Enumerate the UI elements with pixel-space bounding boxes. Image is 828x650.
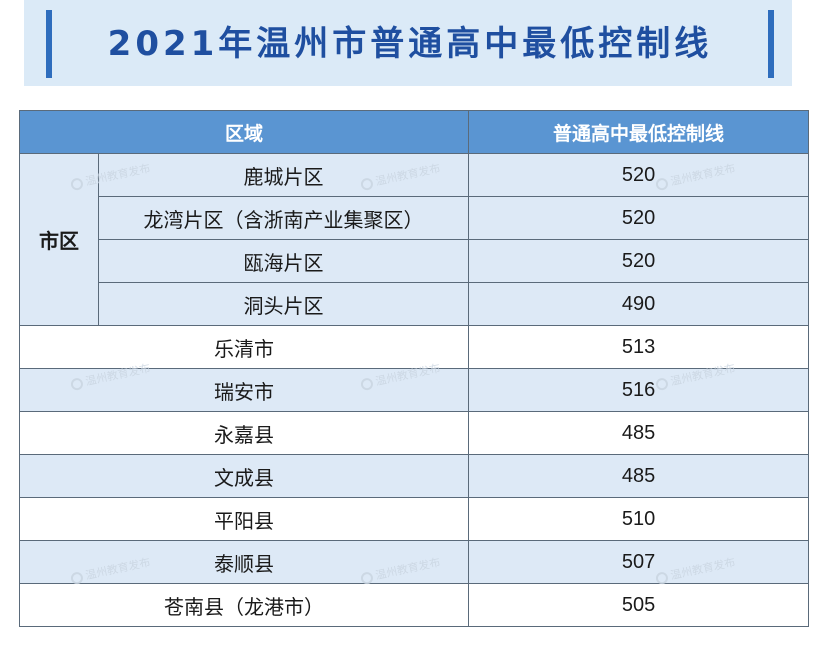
region-cell: 乐清市 bbox=[18, 325, 470, 369]
region-cell: 鹿城片区 bbox=[97, 153, 470, 197]
score-cell: 516 bbox=[468, 368, 810, 412]
table-row: 瓯海片区 520 bbox=[20, 239, 810, 283]
table-row: 龙湾片区（含浙南产业集聚区） 520 bbox=[20, 196, 810, 240]
score-cell: 513 bbox=[468, 325, 810, 369]
table-row: 永嘉县 485 bbox=[18, 411, 810, 455]
table-row: 苍南县（龙港市） 505 bbox=[18, 583, 810, 627]
table-row: 平阳县 510 bbox=[18, 497, 810, 541]
region-cell: 瓯海片区 bbox=[97, 239, 470, 283]
region-cell: 瑞安市 bbox=[18, 368, 470, 412]
page-title: 2021年温州市普通高中最低控制线 bbox=[107, 24, 713, 64]
table-row: 泰顺县 507 bbox=[18, 540, 810, 584]
banner-right-bar bbox=[768, 10, 774, 78]
score-cell: 507 bbox=[468, 540, 810, 584]
table-row: 文成县 485 bbox=[18, 454, 810, 498]
region-cell: 永嘉县 bbox=[18, 411, 470, 455]
group-label: 市区 bbox=[19, 153, 99, 326]
header-score: 普通高中最低控制线 bbox=[468, 110, 810, 154]
score-cell: 510 bbox=[468, 497, 810, 541]
region-cell: 苍南县（龙港市） bbox=[18, 583, 470, 627]
region-cell: 龙湾片区（含浙南产业集聚区） bbox=[97, 196, 470, 240]
score-cell: 520 bbox=[468, 196, 810, 240]
table-row: 乐清市 513 bbox=[18, 325, 810, 369]
score-cell: 490 bbox=[468, 282, 810, 326]
score-cell: 485 bbox=[468, 411, 810, 455]
score-cell: 520 bbox=[468, 153, 810, 197]
score-cell: 485 bbox=[468, 454, 810, 498]
score-table: 区域 普通高中最低控制线 市区 鹿城片区 520 龙湾片区（含浙南产业集聚区） … bbox=[18, 110, 810, 627]
score-cell: 520 bbox=[468, 239, 810, 283]
table-row: 洞头片区 490 bbox=[20, 282, 810, 326]
table-row: 瑞安市 516 bbox=[18, 368, 810, 412]
region-cell: 文成县 bbox=[18, 454, 470, 498]
banner-left-bar bbox=[46, 10, 52, 78]
region-cell: 平阳县 bbox=[18, 497, 470, 541]
table-row: 市区 鹿城片区 520 bbox=[19, 153, 810, 326]
region-cell: 洞头片区 bbox=[97, 282, 470, 326]
header-region: 区域 bbox=[18, 110, 470, 154]
region-cell: 泰顺县 bbox=[18, 540, 470, 584]
score-cell: 505 bbox=[468, 583, 810, 627]
table-header-row: 区域 普通高中最低控制线 bbox=[18, 110, 810, 154]
title-banner: 2021年温州市普通高中最低控制线 bbox=[24, 0, 792, 86]
